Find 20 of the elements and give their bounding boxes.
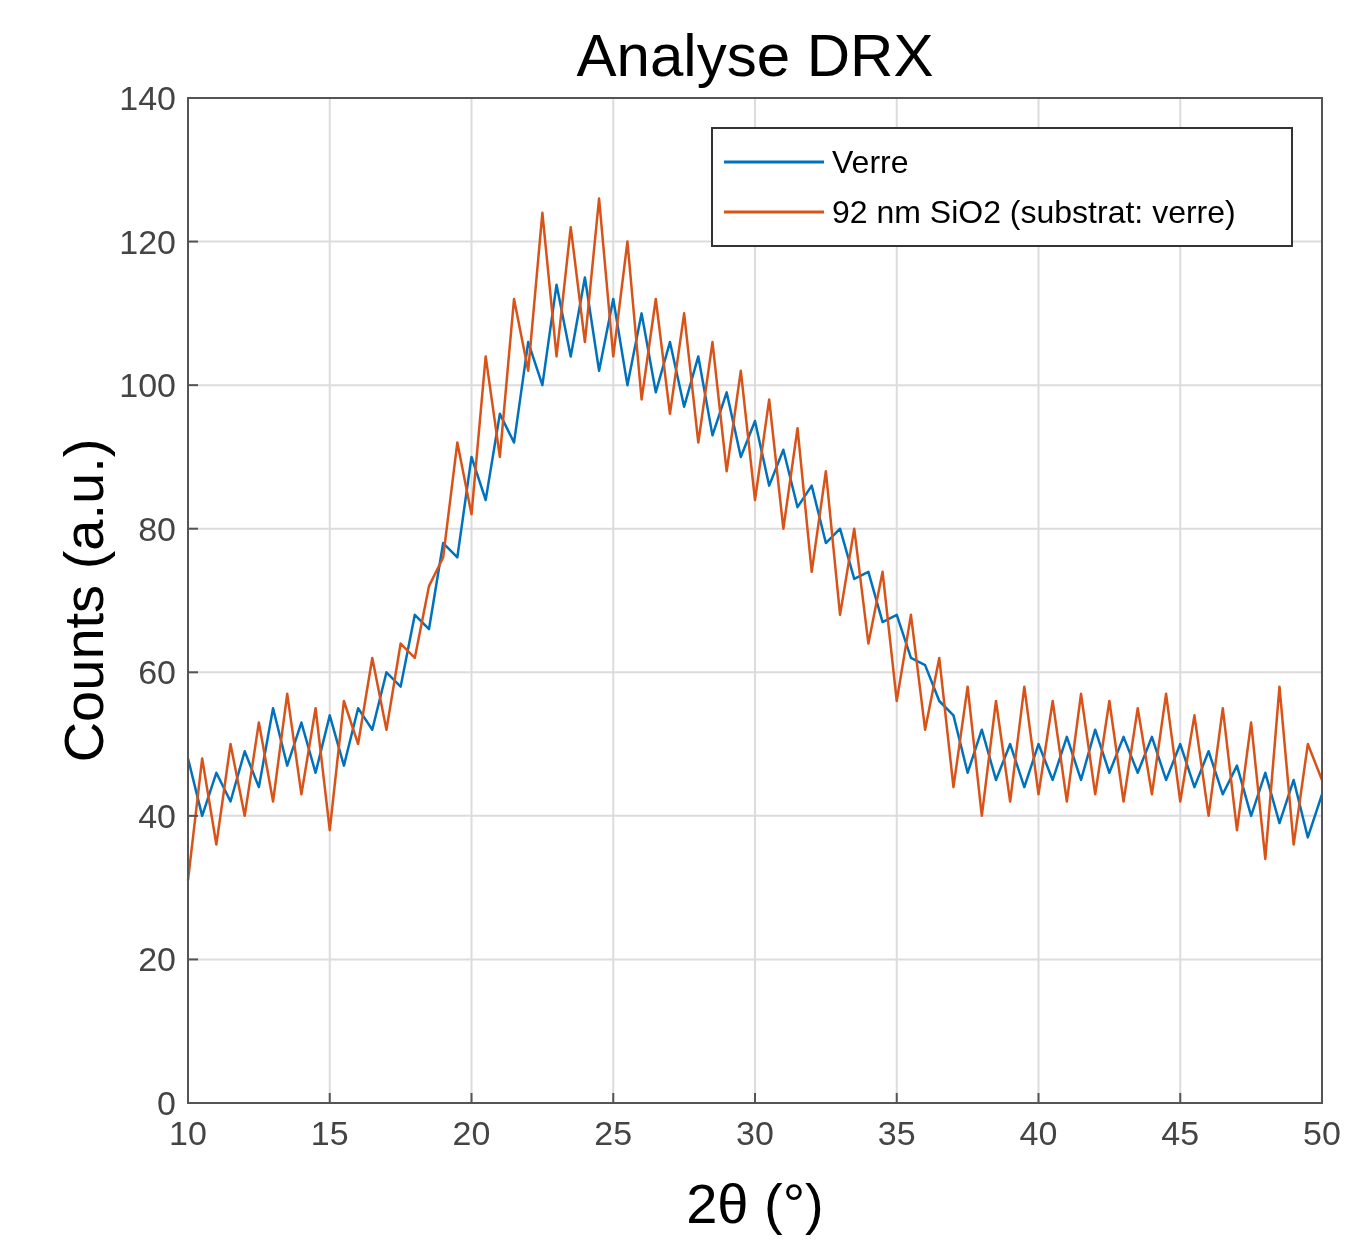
legend-label: 92 nm SiO2 (substrat: verre) — [832, 194, 1236, 230]
x-tick-label: 20 — [452, 1114, 491, 1152]
x-tick-label: 40 — [1019, 1114, 1058, 1152]
x-axis-title: 2θ (°) — [686, 1172, 824, 1235]
y-tick-label: 20 — [138, 940, 176, 979]
x-tick-label: 25 — [594, 1114, 633, 1152]
chart-title: Analyse DRX — [576, 22, 934, 89]
y-tick-label: 140 — [119, 79, 176, 117]
x-tick-label: 30 — [736, 1114, 774, 1152]
y-axis-title: Counts (a.u.) — [52, 438, 115, 763]
legend-label: Verre — [832, 144, 909, 180]
x-tick-label: 50 — [1303, 1114, 1341, 1152]
y-tick-label: 40 — [138, 796, 176, 835]
x-tick-label: 35 — [877, 1114, 916, 1152]
x-tick-label: 15 — [310, 1114, 349, 1152]
y-tick-label: 60 — [138, 653, 176, 692]
y-tick-label: 120 — [119, 222, 176, 261]
y-tick-label: 100 — [119, 366, 176, 405]
y-tick-label: 80 — [138, 509, 176, 548]
x-tick-label: 45 — [1161, 1114, 1200, 1152]
